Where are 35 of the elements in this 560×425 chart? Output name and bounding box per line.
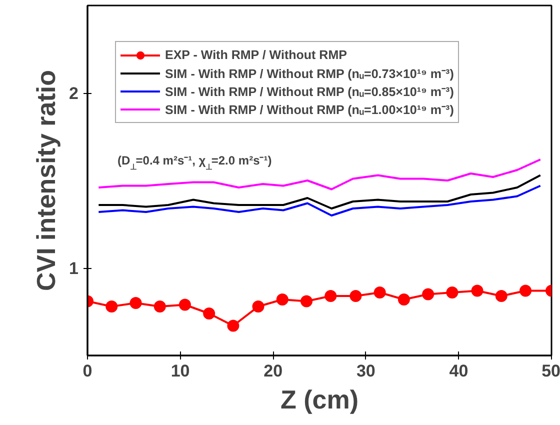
- x-tick-label: 20: [264, 362, 283, 380]
- legend-label: SIM - With RMP / Without RMP (nᵤ=0.85×10¹⁹ m⁻³): [165, 84, 454, 100]
- point: [227, 320, 240, 332]
- point: [471, 284, 484, 297]
- point: [374, 286, 386, 298]
- point: [203, 308, 216, 320]
- point: [350, 290, 362, 302]
- point: [300, 295, 313, 308]
- point: [495, 290, 508, 302]
- legend-label: SIM - With RMP / Without RMP (nᵤ=1.00×10¹⁹ m⁻³): [165, 102, 454, 118]
- point: [398, 294, 410, 306]
- x-axis-title: Z (cm): [280, 384, 358, 414]
- y-tick-label: 1: [69, 259, 79, 278]
- y-tick-label: 2: [69, 84, 79, 103]
- point: [106, 300, 118, 312]
- point: [276, 294, 288, 306]
- x-tick-label: 40: [449, 362, 468, 380]
- legend-label: SIM - With RMP / Without RMP (nᵤ=0.73×10¹⁹ m⁻³): [165, 66, 454, 82]
- point: [520, 284, 532, 297]
- annotation: (D⊥=0.4 m²s⁻¹, χ⊥=2.0 m²s⁻¹): [118, 154, 272, 172]
- point: [154, 300, 166, 312]
- legend-label: EXP - With RMP / Without RMP: [165, 47, 347, 64]
- point: [446, 286, 458, 298]
- point: [422, 288, 434, 300]
- y-axis-title: CVI intensity ratio: [31, 70, 62, 292]
- x-tick-label: 0: [82, 362, 92, 380]
- line-series: [98, 174, 542, 210]
- line-series: [98, 184, 542, 216]
- x-tick-label: 50: [542, 362, 560, 380]
- point: [324, 290, 337, 302]
- point: [130, 297, 142, 309]
- point: [252, 300, 264, 312]
- point: [178, 298, 191, 311]
- x-tick-label: 10: [170, 362, 190, 380]
- x-tick-label: 30: [356, 362, 376, 380]
